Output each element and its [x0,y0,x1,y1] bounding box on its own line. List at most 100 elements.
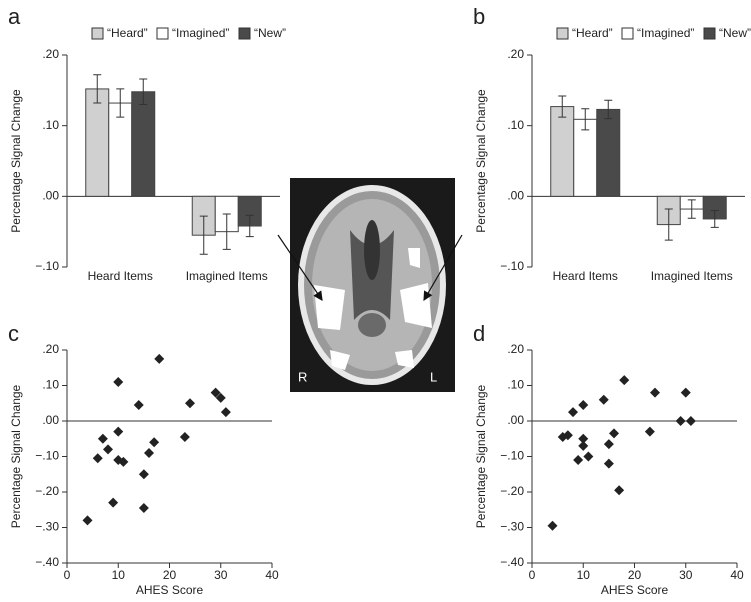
point [603,458,614,469]
point [578,400,589,411]
x-tick-label: Heard Items [88,269,153,283]
legend-swatch [556,27,569,40]
point [113,426,124,437]
point [578,433,589,444]
y-tick-label: .20 [42,342,59,356]
point [578,440,589,451]
y-tick-label: −.10 [35,259,59,273]
point [118,456,129,467]
point [573,455,584,466]
x-tick-label: 10 [577,568,591,582]
error-bar [581,108,590,131]
x-tick-label: Heard Items [553,269,618,283]
y-tick-label: .10 [507,378,524,392]
point [103,444,113,455]
y-axis-title: Percentage Signal Change [474,89,488,233]
x-tick-label: 0 [529,568,536,582]
y-tick-label: .10 [42,118,59,132]
legend-label: “Imagined” [637,26,694,40]
point [185,398,195,409]
legend-label: “Heard” [572,26,613,40]
image-label: R [298,369,307,384]
legend-label: “Heard” [107,26,148,40]
panel-label: b [473,4,485,29]
error-bar [139,78,148,105]
point [619,375,630,386]
x-tick-label: 40 [265,568,279,582]
panel-label: d [473,321,485,346]
arrow [277,234,323,301]
point [568,407,578,418]
point [82,515,93,526]
point [210,387,221,398]
x-tick-label: Imagined Items [651,269,733,283]
legend-label: “New” [254,26,286,40]
y-tick-label: −.40 [500,555,524,569]
y-tick-label: .00 [42,189,59,203]
legend-label: “Imagined” [172,26,229,40]
error-bar [710,209,719,228]
error-bar [116,88,125,118]
point [113,376,124,387]
point [154,353,165,364]
y-tick-label: −.20 [500,484,524,498]
x-tick-label: 30 [214,568,228,582]
legend-swatch [91,27,104,40]
point [149,437,160,448]
error-bar [664,208,673,241]
error-bar [199,215,208,255]
y-tick-label: .00 [42,413,59,427]
error-bar [245,214,254,238]
point [685,416,696,426]
y-tick-label: .20 [507,47,524,61]
point [583,451,594,462]
legend-swatch [621,27,634,40]
panel-label: c [8,321,19,346]
error-bar [222,213,231,250]
error-bar [558,95,567,118]
point [675,416,686,426]
legend-swatch [703,27,716,40]
y-axis-title: Percentage Signal Change [9,89,23,233]
point [609,428,619,439]
y-axis-title: Percentage Signal Change [9,384,23,528]
y-tick-label: .00 [507,189,524,203]
point [562,430,573,441]
point [108,497,119,508]
legend-swatch [156,27,169,40]
error-bar [93,74,102,104]
y-tick-label: .00 [507,413,524,427]
panel-label: a [8,4,21,29]
x-tick-label: 10 [112,568,126,582]
point [92,453,103,464]
y-tick-label: −.30 [35,520,59,534]
bar [573,118,598,197]
y-tick-label: .20 [42,47,59,61]
legend-label: “New” [719,26,751,40]
point [138,502,149,513]
x-tick-label: 20 [628,568,642,582]
legend-swatch [238,27,251,40]
point [614,485,625,496]
x-tick-label: Imagined Items [186,269,268,283]
point [220,407,231,418]
error-bar [687,199,696,219]
point [598,394,609,405]
point [144,447,154,458]
bar [596,108,621,197]
brain-image: R L [290,178,455,392]
point [133,400,144,411]
y-tick-label: .10 [507,118,524,132]
point [603,439,614,450]
point [644,426,655,437]
y-tick-label: −.40 [35,555,59,569]
point [215,392,226,403]
point [547,520,558,531]
point [97,433,108,444]
point [179,431,190,442]
y-tick-label: .20 [507,342,524,356]
image-label: L [430,369,437,384]
x-tick-label: 0 [64,568,71,582]
x-axis-title: AHES Score [601,583,669,597]
